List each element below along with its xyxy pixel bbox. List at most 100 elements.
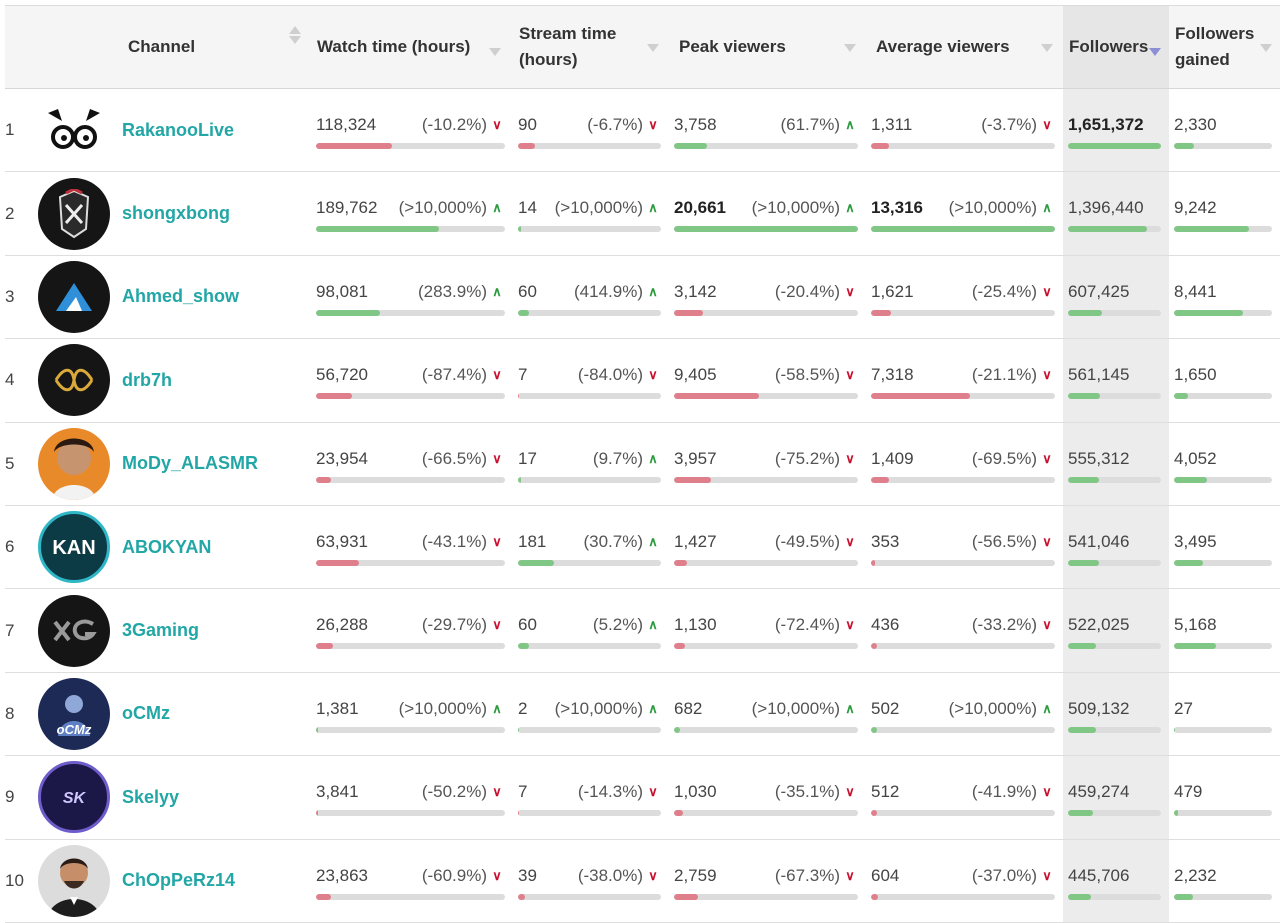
- sort-icon[interactable]: [844, 44, 856, 52]
- channel-link[interactable]: shongxbong: [122, 203, 230, 224]
- followers-gained-bar-fill: [1174, 559, 1204, 566]
- chevron-down-icon: ∨: [1042, 784, 1052, 800]
- sort-icon[interactable]: [1041, 44, 1053, 52]
- followers-value: 459,274: [1068, 782, 1130, 802]
- header-average-viewers[interactable]: Average viewers: [866, 6, 1063, 89]
- header-peak-viewers[interactable]: Peak viewers: [669, 6, 866, 89]
- average-viewers-bar-fill: [871, 309, 892, 316]
- channel-link[interactable]: Ahmed_show: [122, 286, 240, 307]
- watch-time-bar: [316, 810, 505, 817]
- avatar[interactable]: [38, 844, 110, 917]
- peak-viewers-change: (-67.3%): [774, 865, 840, 885]
- stream-time-cell: 39 (-38.0%) ∨: [513, 839, 669, 922]
- average-viewers-bar: [871, 643, 1055, 650]
- chevron-up-icon: ∧: [1042, 700, 1052, 716]
- peak-viewers-bar: [674, 893, 858, 900]
- watch-time-cell: 26,288 (-29.7%) ∨: [311, 589, 513, 672]
- watch-time-value: 3,841: [316, 782, 359, 802]
- watch-time-value: 23,954: [316, 448, 368, 468]
- knot-logo-icon: [50, 365, 98, 395]
- header-stream-time[interactable]: Stream time (hours): [513, 6, 669, 89]
- peak-viewers-value: 3,758: [674, 115, 717, 134]
- sort-icon[interactable]: [289, 26, 301, 44]
- header-watch-time[interactable]: Watch time (hours): [311, 6, 513, 89]
- stream-time-bar: [518, 226, 661, 233]
- followers-gained-bar: [1174, 393, 1272, 400]
- peak-viewers-change: (>10,000%): [751, 198, 840, 218]
- watch-time-value: 118,324: [316, 115, 377, 134]
- chevron-down-icon: ∨: [492, 617, 502, 633]
- chevron-down-icon: ∨: [648, 117, 658, 132]
- average-viewers-cell: 604 (-37.0%) ∨: [866, 839, 1063, 922]
- followers-cell: 607,425: [1063, 255, 1169, 339]
- crest-logo-icon: [52, 188, 96, 239]
- average-viewers-change: (-33.2%): [971, 615, 1037, 635]
- stream-time-change: (5.2%): [592, 615, 643, 635]
- avatar[interactable]: [38, 260, 110, 333]
- sort-desc-icon[interactable]: [1149, 48, 1161, 56]
- chevron-down-icon: ∨: [492, 450, 502, 466]
- chevron-up-icon: ∧: [845, 700, 855, 716]
- followers-gained-value: 5,168: [1174, 615, 1217, 635]
- avatar[interactable]: [38, 594, 110, 667]
- followers-gained-bar-fill: [1174, 143, 1194, 149]
- channel-link[interactable]: ABOKYAN: [122, 536, 212, 557]
- average-viewers-change: (-25.4%): [971, 281, 1037, 301]
- watch-time-change: (-87.4%): [421, 365, 487, 385]
- stream-time-bar: [518, 476, 661, 483]
- sort-icon[interactable]: [647, 44, 659, 52]
- peak-viewers-value: 3,957: [674, 448, 717, 468]
- sort-icon[interactable]: [489, 48, 501, 56]
- chevron-up-icon: ∧: [845, 117, 855, 132]
- channel-name-cell: 3Gaming: [122, 589, 311, 672]
- watch-time-change: (-10.2%): [421, 115, 487, 134]
- avatar[interactable]: [38, 177, 110, 250]
- avatar[interactable]: [38, 344, 110, 417]
- header-followers-gained[interactable]: Followers gained: [1169, 6, 1280, 89]
- channel-link[interactable]: drb7h: [122, 369, 173, 390]
- avatar[interactable]: SK: [38, 761, 110, 834]
- followers-gained-cell: 3,495: [1169, 505, 1280, 588]
- watch-time-cell: 118,324 (-10.2%) ∨: [311, 89, 513, 172]
- stream-time-bar-fill: [518, 226, 521, 233]
- avatar[interactable]: [38, 427, 110, 500]
- followers-gained-bar: [1174, 810, 1272, 817]
- followers-bar-fill: [1068, 309, 1103, 316]
- channel-link[interactable]: RakanooLive: [122, 119, 235, 140]
- channel-link[interactable]: ChOpPeRz14: [122, 870, 236, 891]
- avatar[interactable]: oCMz: [38, 677, 110, 750]
- avatar-cell: SK: [38, 756, 122, 839]
- stream-time-bar-fill: [518, 476, 521, 483]
- rank-number: 8: [5, 703, 15, 723]
- table-row: 8 oCMz oCMz 1,381 (>10,000%) ∧ 2 (>10,000%)…: [5, 672, 1280, 756]
- average-viewers-change: (-69.5%): [971, 448, 1037, 468]
- average-viewers-value: 512: [871, 782, 900, 802]
- followers-bar-fill: [1068, 226, 1148, 233]
- chevron-down-icon: ∨: [1042, 283, 1052, 299]
- followers-gained-bar: [1174, 476, 1272, 483]
- header-followers[interactable]: Followers: [1063, 5, 1169, 89]
- peak-viewers-change: (-75.2%): [774, 448, 840, 468]
- channel-name-cell: Ahmed_show: [122, 255, 311, 338]
- xg-logo-icon: [49, 616, 99, 646]
- channel-link[interactable]: oCMz: [122, 703, 170, 724]
- peak-viewers-value: 9,405: [674, 365, 717, 385]
- average-viewers-change: (>10,000%): [948, 198, 1037, 218]
- avatar[interactable]: [38, 94, 110, 167]
- watch-time-cell: 23,863 (-60.9%) ∨: [311, 839, 513, 922]
- watch-time-cell: 98,081 (283.9%) ∧: [311, 255, 513, 338]
- channel-link[interactable]: MoDy_ALASMR: [122, 453, 259, 474]
- followers-gained-value: 479: [1174, 782, 1203, 802]
- channel-link[interactable]: Skelyy: [122, 786, 180, 807]
- average-viewers-cell: 502 (>10,000%) ∧: [866, 672, 1063, 755]
- stream-time-value: 60: [518, 615, 537, 635]
- channel-link[interactable]: 3Gaming: [122, 620, 200, 641]
- followers-gained-value: 3,495: [1174, 531, 1217, 551]
- peak-viewers-bar: [674, 143, 858, 149]
- sort-icon[interactable]: [1260, 44, 1272, 52]
- avatar-cell: [38, 589, 122, 672]
- average-viewers-cell: 7,318 (-21.1%) ∨: [866, 339, 1063, 422]
- avatar[interactable]: KAN: [38, 511, 110, 584]
- rank-number: 5: [5, 453, 15, 473]
- header-channel[interactable]: Channel: [122, 6, 311, 89]
